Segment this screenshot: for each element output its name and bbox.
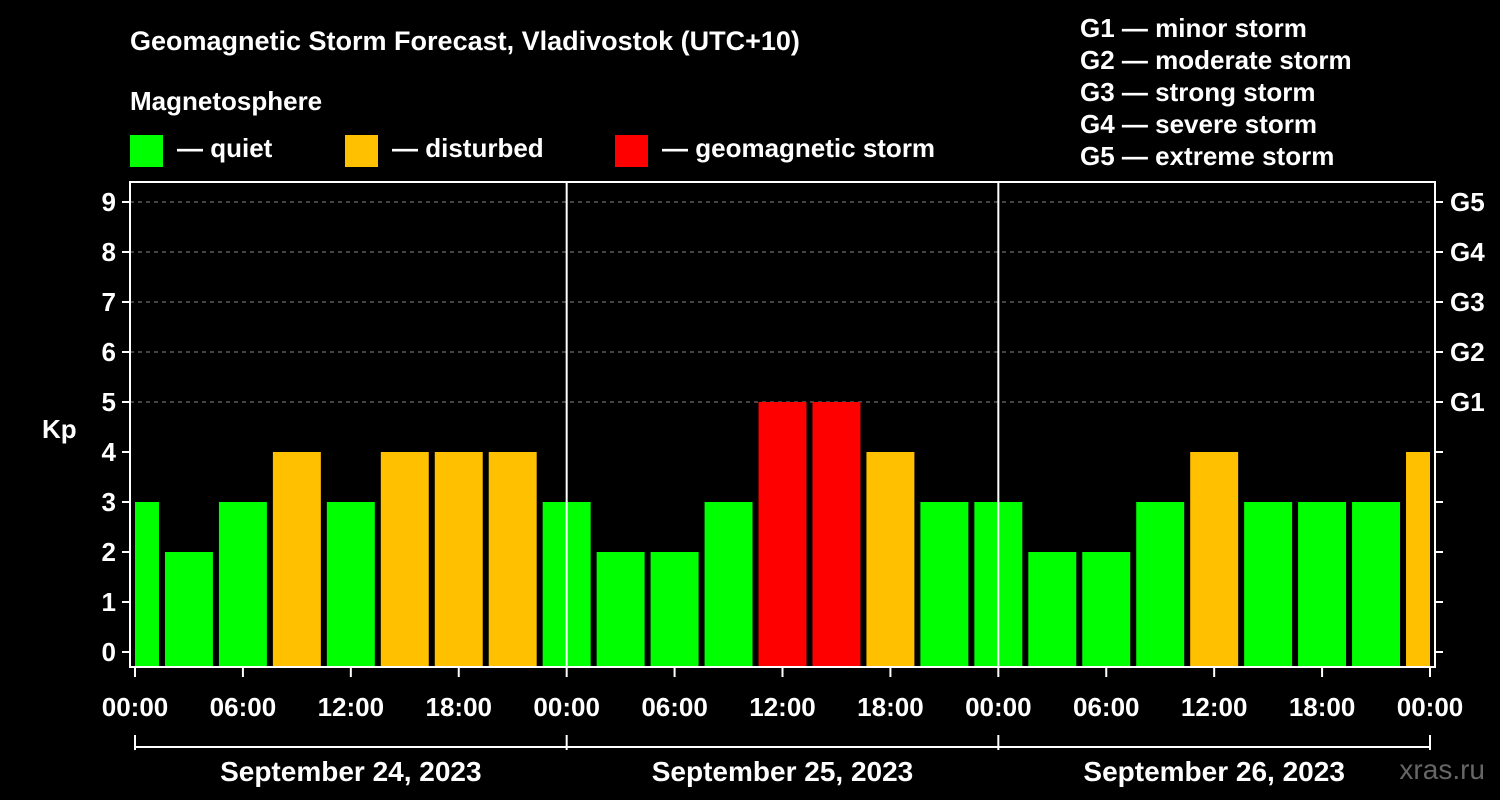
y-axis-label: Kp xyxy=(42,414,77,444)
storm-level-label: G2 xyxy=(1450,337,1485,367)
bar-18 xyxy=(1082,552,1131,667)
x-tick-label: 18:00 xyxy=(857,692,924,722)
date-label-0: September 24, 2023 xyxy=(220,756,482,787)
legend-swatch-0 xyxy=(130,135,163,167)
legend-title: Magnetosphere xyxy=(130,86,322,116)
bar-9 xyxy=(596,552,645,667)
x-tick-label: 06:00 xyxy=(641,692,708,722)
bar-13 xyxy=(812,402,861,667)
bar-0 xyxy=(135,502,159,667)
bar-20 xyxy=(1190,452,1239,667)
y-tick-label: 5 xyxy=(102,387,116,417)
bar-6 xyxy=(434,452,483,667)
bar-7 xyxy=(488,452,537,667)
x-tick-label: 06:00 xyxy=(210,692,277,722)
bar-2 xyxy=(218,502,267,667)
legend-swatch-2 xyxy=(615,135,648,167)
bars xyxy=(135,402,1430,667)
bar-group xyxy=(135,402,1430,667)
bar-15 xyxy=(920,502,969,667)
storm-level-label: G3 xyxy=(1450,287,1485,317)
bar-5 xyxy=(380,452,429,667)
bar-19 xyxy=(1136,502,1185,667)
storm-scale-item-4: G5 — extreme storm xyxy=(1080,141,1334,171)
axes: 0 1 2 3 4 5 6 7 8 9 G1 G2 G3 G4 G5 xyxy=(102,181,1485,668)
x-tick-label: 18:00 xyxy=(426,692,493,722)
x-tick-label: 00:00 xyxy=(1397,692,1464,722)
storm-scale-item-1: G2 — moderate storm xyxy=(1080,45,1352,75)
date-axis: September 24, 2023 September 25, 2023 Sept… xyxy=(134,735,1431,787)
bar-23 xyxy=(1352,502,1401,667)
grid xyxy=(130,201,1435,403)
bar-1 xyxy=(164,552,213,667)
date-label-1: September 25, 2023 xyxy=(652,756,914,787)
y-tick-label: 9 xyxy=(102,187,116,217)
y-tick-label: 7 xyxy=(102,287,116,317)
y-tick-label: 6 xyxy=(102,337,116,367)
bar-10 xyxy=(650,552,699,667)
x-axis: 00:00 06:00 12:00 18:00 00:00 06:00 12:00 18:00… xyxy=(102,667,1464,722)
x-tick-label: 18:00 xyxy=(1289,692,1356,722)
legend-label-2: — geomagnetic storm xyxy=(662,133,935,163)
storm-level-label: G1 xyxy=(1450,387,1485,417)
storm-scale-item-3: G4 — severe storm xyxy=(1080,109,1317,139)
bar-22 xyxy=(1298,502,1347,667)
watermark: xras.ru xyxy=(1399,754,1485,785)
y-tick-label: 2 xyxy=(102,537,116,567)
bar-14 xyxy=(866,452,915,667)
x-tick-label: 00:00 xyxy=(965,692,1032,722)
x-tick-label: 00:00 xyxy=(102,692,169,722)
bar-11 xyxy=(704,502,753,667)
y-tick-label: 0 xyxy=(102,637,116,667)
x-tick-label: 12:00 xyxy=(1181,692,1248,722)
legend-swatch-1 xyxy=(345,135,378,167)
storm-scale-item-0: G1 — minor storm xyxy=(1080,13,1307,43)
y-tick-label: 3 xyxy=(102,487,116,517)
legend-label-0: — quiet xyxy=(177,133,273,163)
y-tick-label: 8 xyxy=(102,237,116,267)
chart-title: Geomagnetic Storm Forecast, Vladivostok … xyxy=(130,26,800,56)
storm-level-label: G4 xyxy=(1450,237,1485,267)
storm-scale-item-2: G3 — strong storm xyxy=(1080,77,1315,107)
x-tick-label: 00:00 xyxy=(533,692,600,722)
bar-12 xyxy=(758,402,807,667)
y-tick-label: 4 xyxy=(102,437,117,467)
date-label-2: September 26, 2023 xyxy=(1083,756,1345,787)
bar-3 xyxy=(272,452,321,667)
legend: — quiet — disturbed — geomagnetic storm xyxy=(130,133,935,167)
x-tick-label: 12:00 xyxy=(749,692,816,722)
x-tick-label: 12:00 xyxy=(318,692,385,722)
bar-4 xyxy=(326,502,375,667)
bar-21 xyxy=(1244,502,1293,667)
x-tick-label: 06:00 xyxy=(1073,692,1140,722)
bar-24 xyxy=(1406,452,1430,667)
y-tick-label: 1 xyxy=(102,587,116,617)
storm-level-label: G5 xyxy=(1450,187,1485,217)
legend-label-1: — disturbed xyxy=(392,133,544,163)
bar-17 xyxy=(1028,552,1077,667)
